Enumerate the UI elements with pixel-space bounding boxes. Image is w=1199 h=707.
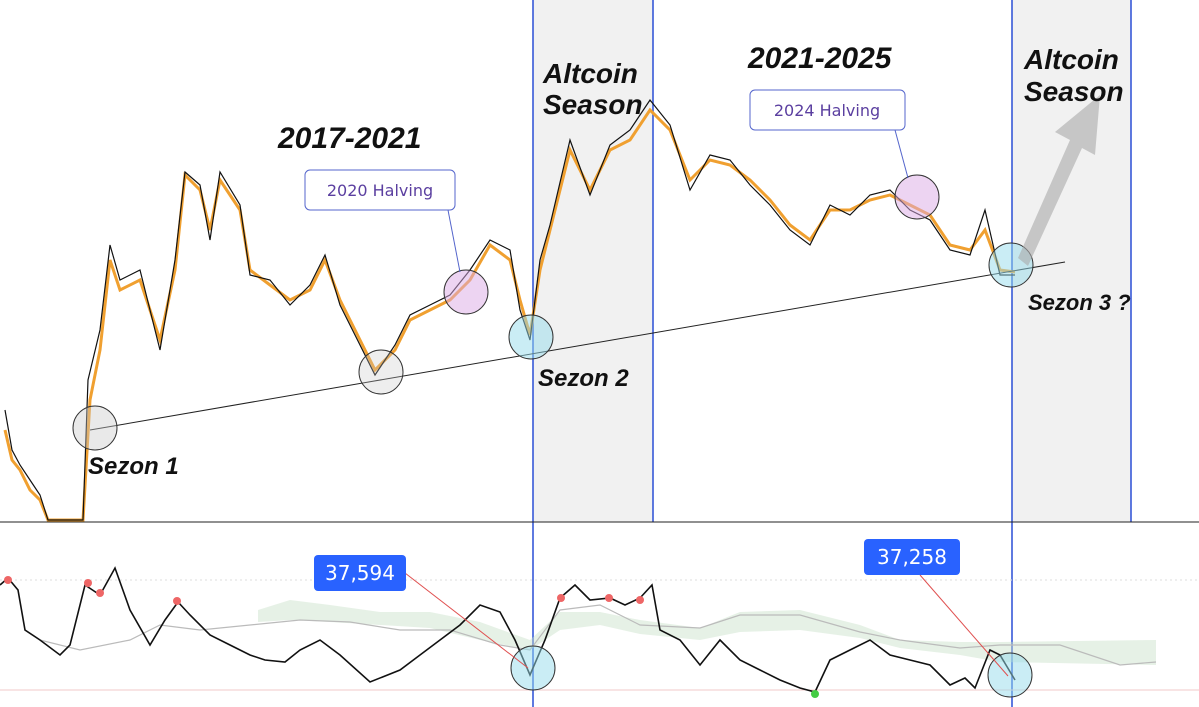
marker-circle — [510, 645, 556, 691]
callout-box — [314, 555, 406, 591]
osc-signal — [39, 604, 1157, 666]
osc-dot — [605, 594, 613, 602]
osc-dot — [4, 576, 12, 584]
marker-circle — [358, 349, 404, 395]
osc-dot — [84, 579, 92, 587]
season-band — [533, 0, 653, 522]
osc-line — [0, 566, 1016, 693]
callout-box — [864, 539, 960, 575]
trendline — [89, 261, 1066, 431]
callout-label: 37,258 — [877, 545, 947, 569]
cycle-label: 2021-2025 — [747, 42, 893, 75]
arrow — [1018, 95, 1100, 266]
season-label: Season — [1024, 76, 1124, 107]
osc-dot — [811, 690, 819, 698]
pointer — [894, 129, 909, 179]
cycle-label: 2017-2021 — [277, 122, 421, 155]
osc-dot — [173, 597, 181, 605]
callout-line — [404, 572, 529, 669]
halving-label: 2020 Halving — [327, 181, 433, 200]
pointer — [447, 209, 461, 273]
osc-dot — [96, 589, 104, 597]
sezon-label: Sezon 2 — [538, 365, 629, 392]
cloud — [258, 600, 1156, 665]
osc-dot — [557, 594, 565, 602]
sezon-label: Sezon 3 ? — [1028, 290, 1131, 315]
callout-line — [919, 574, 1009, 677]
marker-circle — [443, 269, 489, 315]
marker-circle — [987, 652, 1033, 698]
sezon-label: Sezon 1 — [88, 453, 179, 480]
halving-box — [304, 169, 456, 211]
halving-label: 2024 Halving — [774, 101, 880, 120]
marker-circle — [72, 405, 118, 451]
marker-circle — [508, 314, 554, 360]
season-label: Altcoin — [542, 58, 638, 89]
season-label: Altcoin — [1023, 44, 1119, 75]
season-label: Season — [543, 89, 643, 120]
marker-circle — [894, 174, 940, 220]
osc-dot — [636, 596, 644, 604]
callout-label: 37,594 — [325, 561, 395, 585]
halving-box — [749, 89, 906, 131]
